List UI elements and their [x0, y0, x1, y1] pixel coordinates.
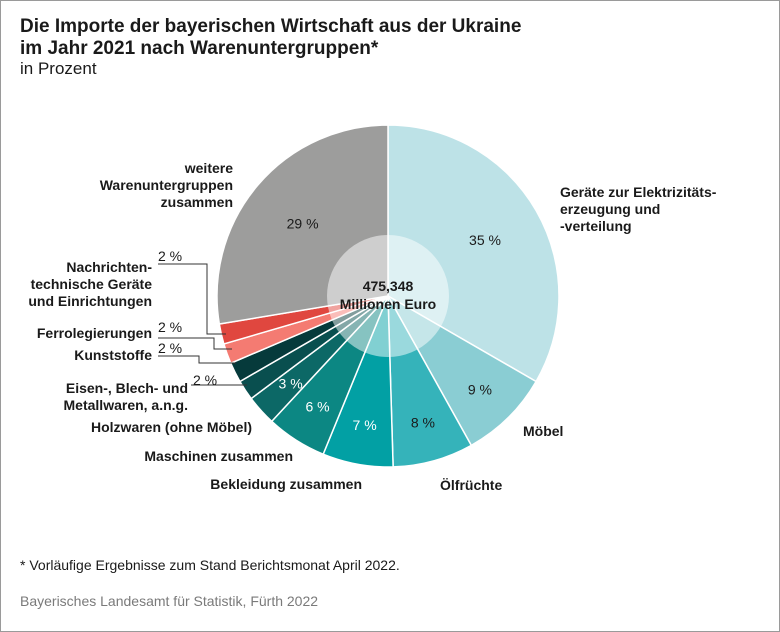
category-label-line: Ölfrüchte [440, 477, 502, 493]
chart-subtitle: in Prozent [20, 59, 97, 78]
value-label-11: 29 % [287, 216, 319, 232]
category-label-6: Holzwaren (ohne Möbel) [91, 419, 252, 435]
center-value: 475,348 [363, 278, 414, 294]
category-label-line: Eisen-, Blech- und [66, 380, 188, 396]
category-label-9: Ferrolegierungen [37, 325, 152, 341]
value-label-9: 2 % [158, 319, 182, 335]
category-label-7: Eisen-, Blech- und Metallwaren, a.n.g. [64, 380, 188, 413]
category-label-3: Ölfrüchte [440, 477, 502, 493]
value-label-3: 8 % [411, 414, 435, 430]
leader-line-10 [158, 263, 226, 335]
category-label-1: Geräte zur Elektrizitäts-erzeugung und -v… [560, 184, 717, 234]
leader-line-9 [158, 337, 232, 350]
category-label-line: weitere [184, 160, 233, 176]
center-hub: 475,348 Millionen Euro [327, 235, 449, 357]
category-label-line: Maschinen zusammen [144, 448, 293, 464]
value-label-7: 2 % [193, 372, 217, 388]
value-label-6: 3 % [279, 376, 303, 392]
category-label-line: Warenuntergruppen [100, 177, 233, 193]
category-label-10: Nachrichten-technische Geräte und Einrich… [28, 259, 152, 309]
value-label-10: 2 % [158, 248, 182, 264]
footnote: * Vorläufige Ergebnisse zum Stand Berich… [20, 557, 400, 573]
category-label-line: Möbel [523, 423, 563, 439]
leader-line-8 [158, 355, 236, 364]
category-label-line: Kunststoffe [74, 347, 152, 363]
source-credit: Bayerisches Landesamt für Statistik, Für… [20, 593, 319, 609]
category-label-line: Metallwaren, a.n.g. [64, 397, 188, 413]
category-label-line: Ferrolegierungen [37, 325, 152, 341]
value-label-5: 6 % [305, 398, 329, 414]
value-label-2: 9 % [468, 381, 492, 397]
category-label-5: Maschinen zusammen [144, 448, 293, 464]
category-label-line: und Einrichtungen [28, 293, 152, 309]
value-label-1: 35 % [469, 232, 501, 248]
center-disc [327, 235, 449, 357]
category-label-line: technische Geräte [31, 276, 153, 292]
category-label-line: Bekleidung zusammen [210, 476, 362, 492]
category-label-2: Möbel [523, 423, 563, 439]
category-label-line: Geräte zur Elektrizitäts- [560, 184, 717, 200]
value-label-4: 7 % [353, 417, 377, 433]
leader-lines [158, 263, 247, 386]
category-label-line: zusammen [161, 194, 233, 210]
value-labels: 35 % 9 % 8 % 7 % 6 %3 % 2 % 2 % 2 % 2 % 29 % [158, 216, 501, 433]
category-label-11: weitere Warenuntergruppen zusammen [100, 160, 233, 210]
category-labels: Geräte zur Elektrizitäts-erzeugung und -v… [28, 160, 716, 493]
category-label-line: Nachrichten- [66, 259, 152, 275]
category-label-line: -verteilung [560, 218, 632, 234]
chart-title: Die Importe der bayerischen Wirtschaft a… [20, 16, 522, 59]
category-label-8: Kunststoffe [74, 347, 152, 363]
center-unit: Millionen Euro [340, 296, 436, 312]
value-label-8: 2 % [158, 340, 182, 356]
category-label-line: Holzwaren (ohne Möbel) [91, 419, 252, 435]
category-label-4: Bekleidung zusammen [210, 476, 362, 492]
category-label-line: erzeugung und [560, 201, 660, 217]
